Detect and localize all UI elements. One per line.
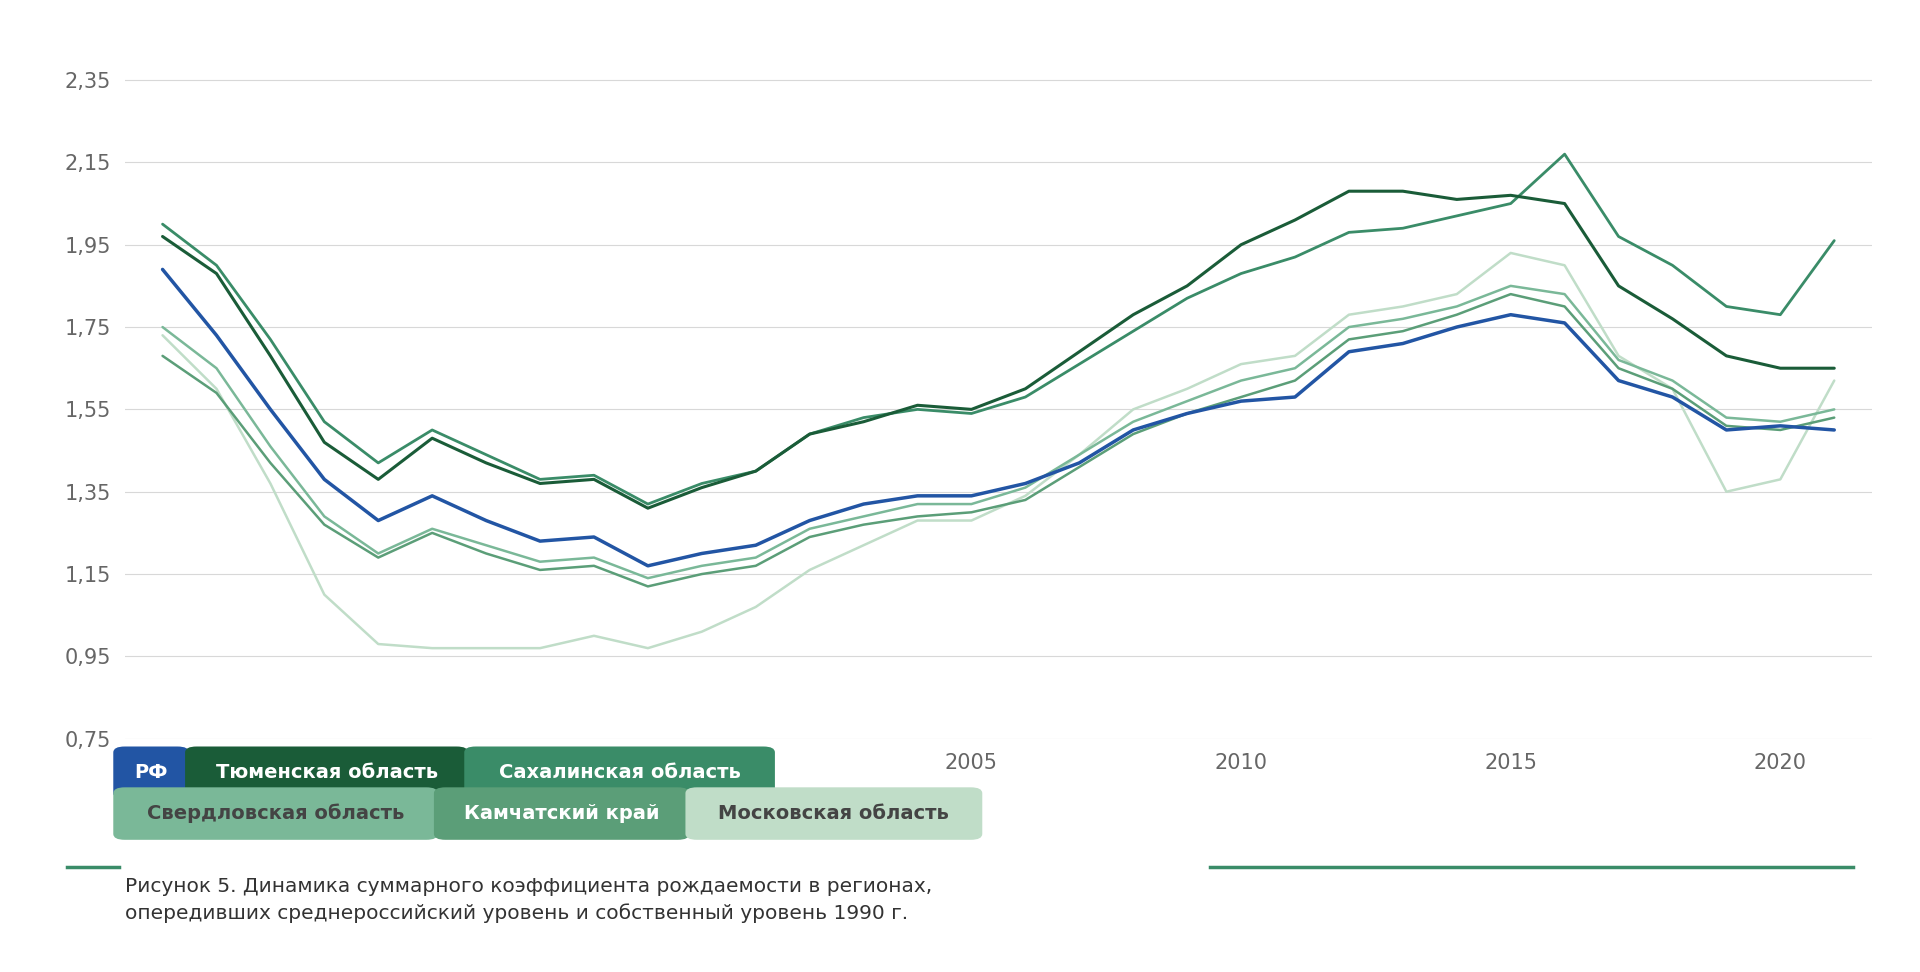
Text: Московская область: Московская область [718, 804, 948, 823]
Text: Сахалинская область: Сахалинская область [499, 763, 741, 782]
Text: Рисунок 5. Динамика суммарного коэффициента рождаемости в регионах,
опередивших : Рисунок 5. Динамика суммарного коэффицие… [125, 877, 931, 923]
Text: РФ: РФ [134, 763, 167, 782]
Text: Камчатский край: Камчатский край [465, 804, 659, 823]
Text: Тюменская область: Тюменская область [215, 763, 438, 782]
Text: Свердловская область: Свердловская область [146, 804, 405, 823]
